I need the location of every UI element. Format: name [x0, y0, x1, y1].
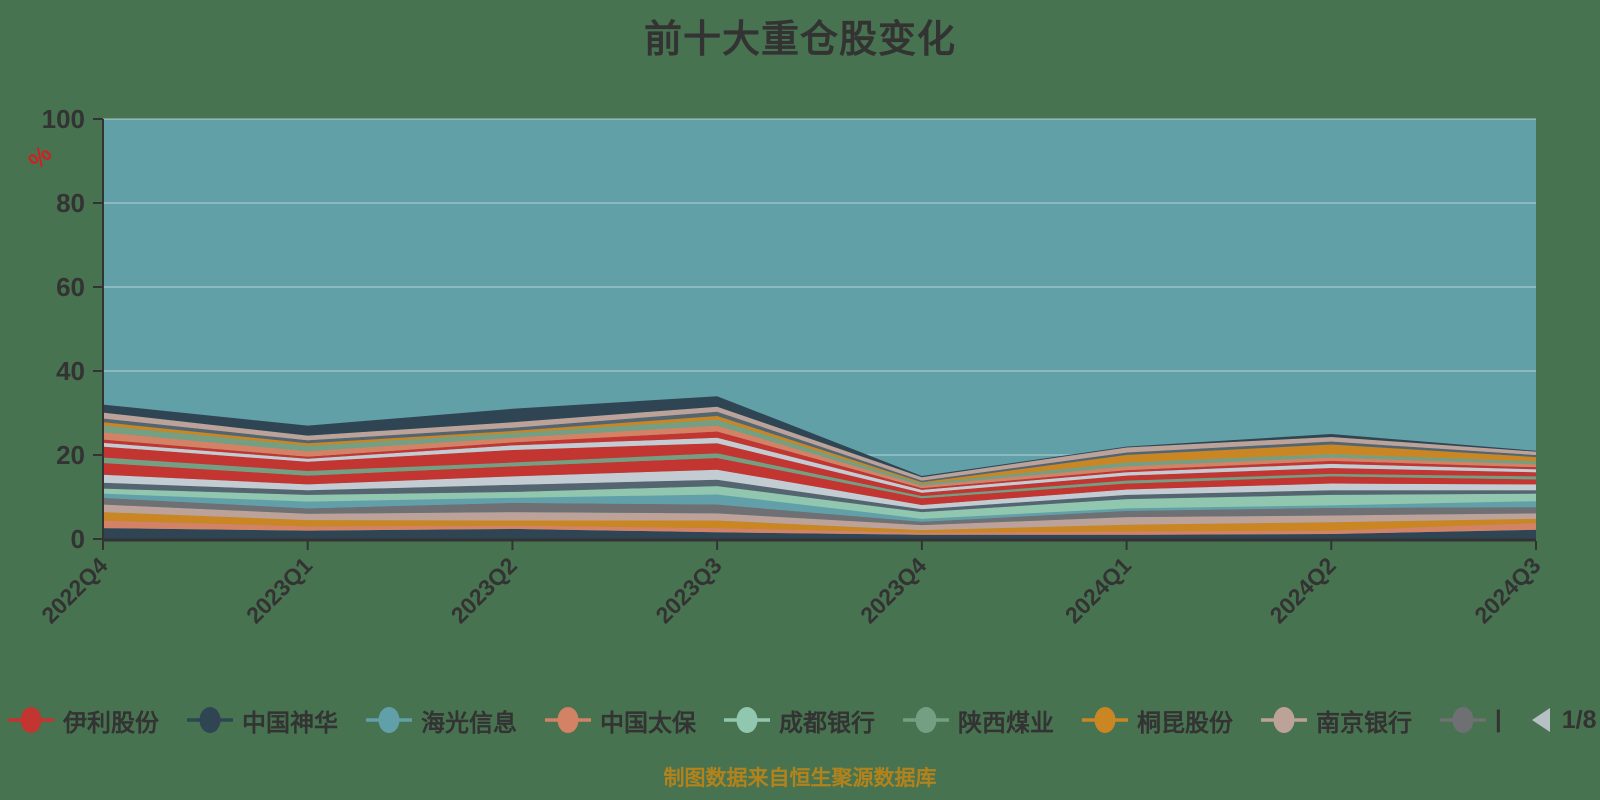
- area-series-中国太保: [103, 425, 1536, 489]
- legend-item-6[interactable]: 桐昆股份: [1082, 703, 1233, 738]
- legend-label: 海光信息: [421, 709, 517, 737]
- legend-item-1[interactable]: 中国神华: [187, 703, 338, 738]
- y-tick-label-20: 20: [56, 440, 85, 470]
- legend-label: 南京银行: [1316, 709, 1412, 737]
- legend-label: |: [1495, 706, 1502, 733]
- y-tick-label-60: 60: [56, 272, 85, 302]
- area-series-0: [103, 528, 1536, 539]
- area-series-海光信息: [103, 493, 1536, 522]
- legend-marker-icon: [1440, 707, 1486, 733]
- area-series-8: [103, 469, 1536, 510]
- x-tick-label-2024Q3: 2024Q3: [1469, 552, 1545, 628]
- y-tick-label-80: 80: [56, 188, 85, 218]
- legend-label: 伊利股份: [63, 709, 159, 737]
- y-tick-label-100: 100: [42, 104, 85, 134]
- area-series-伊利股份: [103, 457, 1536, 505]
- stacked-area-chart[interactable]: 0 20 40 60 80 100 2022Q4 2023Q1 2023Q2 2023Q3 2023…: [0, 0, 1600, 690]
- area-series-陕西煤业: [103, 419, 1536, 486]
- legend-marker-icon: [1261, 707, 1307, 733]
- legend-marker-icon: [366, 707, 412, 733]
- data-source-note: 制图数据来自恒生聚源数据库: [663, 767, 937, 790]
- area-series-18: [103, 406, 1536, 481]
- x-tick-label-2024Q1: 2024Q1: [1060, 552, 1136, 628]
- legend-label: 中国太保: [600, 709, 696, 737]
- legend-marker-icon: [545, 707, 591, 733]
- legend-label: 成都银行: [779, 709, 875, 737]
- x-tick-label-2023Q4: 2023Q4: [855, 552, 931, 628]
- area-series-1: [103, 520, 1536, 535]
- legend-marker-icon: [1082, 707, 1128, 733]
- area-series-17: [103, 411, 1536, 483]
- x-tick-label-2023Q2: 2023Q2: [446, 552, 522, 628]
- legend-item-0[interactable]: 伊利股份: [8, 703, 159, 738]
- legend-item-5[interactable]: 陕西煤业: [903, 703, 1054, 738]
- legend-page-indicator: 1/8: [1561, 705, 1597, 734]
- legend-item-4[interactable]: 成都银行: [724, 703, 875, 738]
- area-series-10: [103, 453, 1536, 499]
- x-tick-label-2024Q2: 2024Q2: [1265, 552, 1341, 628]
- area-series-中国神华: [103, 396, 1536, 478]
- legend-item-3[interactable]: 中国太保: [545, 703, 696, 738]
- x-tick-label-2022Q4: 2022Q4: [36, 552, 112, 628]
- y-tick-label-40: 40: [56, 356, 85, 386]
- area-series-13: [103, 431, 1536, 490]
- area-series-12: [103, 437, 1536, 493]
- legend-marker-icon: [8, 707, 54, 733]
- x-tick-label-2023Q1: 2023Q1: [241, 552, 317, 628]
- area-series-11: [103, 443, 1536, 497]
- legend-label: 陕西煤业: [958, 709, 1054, 737]
- legend-prev-icon[interactable]: [1530, 706, 1552, 734]
- legend-marker-icon: [187, 707, 233, 733]
- legend-item-8[interactable]: |: [1440, 706, 1502, 734]
- legend-label: 桐昆股份: [1137, 709, 1233, 737]
- area-series-南京银行: [103, 504, 1536, 531]
- area-series-16: [103, 415, 1536, 484]
- legend-item-2[interactable]: 海光信息: [366, 703, 517, 738]
- legend-marker-icon: [724, 707, 770, 733]
- area-series-成都银行: [103, 486, 1536, 519]
- legend: 伊利股份 中国神华 海光信息 中国太保 成都银行 陕西煤业 桐昆股份 南京银行 | 1/8: [8, 697, 1596, 743]
- area-series-桐昆股份: [103, 512, 1536, 533]
- y-tick-label-0: 0: [71, 524, 85, 554]
- legend-pager: 1/8: [1530, 706, 1600, 735]
- legend-item-7[interactable]: 南京银行: [1261, 703, 1412, 738]
- area-series-4: [103, 497, 1536, 526]
- x-tick-label-2023Q3: 2023Q3: [650, 552, 726, 628]
- legend-marker-icon: [903, 707, 949, 733]
- legend-label: 中国神华: [242, 709, 338, 737]
- area-series-7: [103, 479, 1536, 513]
- chart-title: 前十大重仓股变化: [643, 19, 956, 61]
